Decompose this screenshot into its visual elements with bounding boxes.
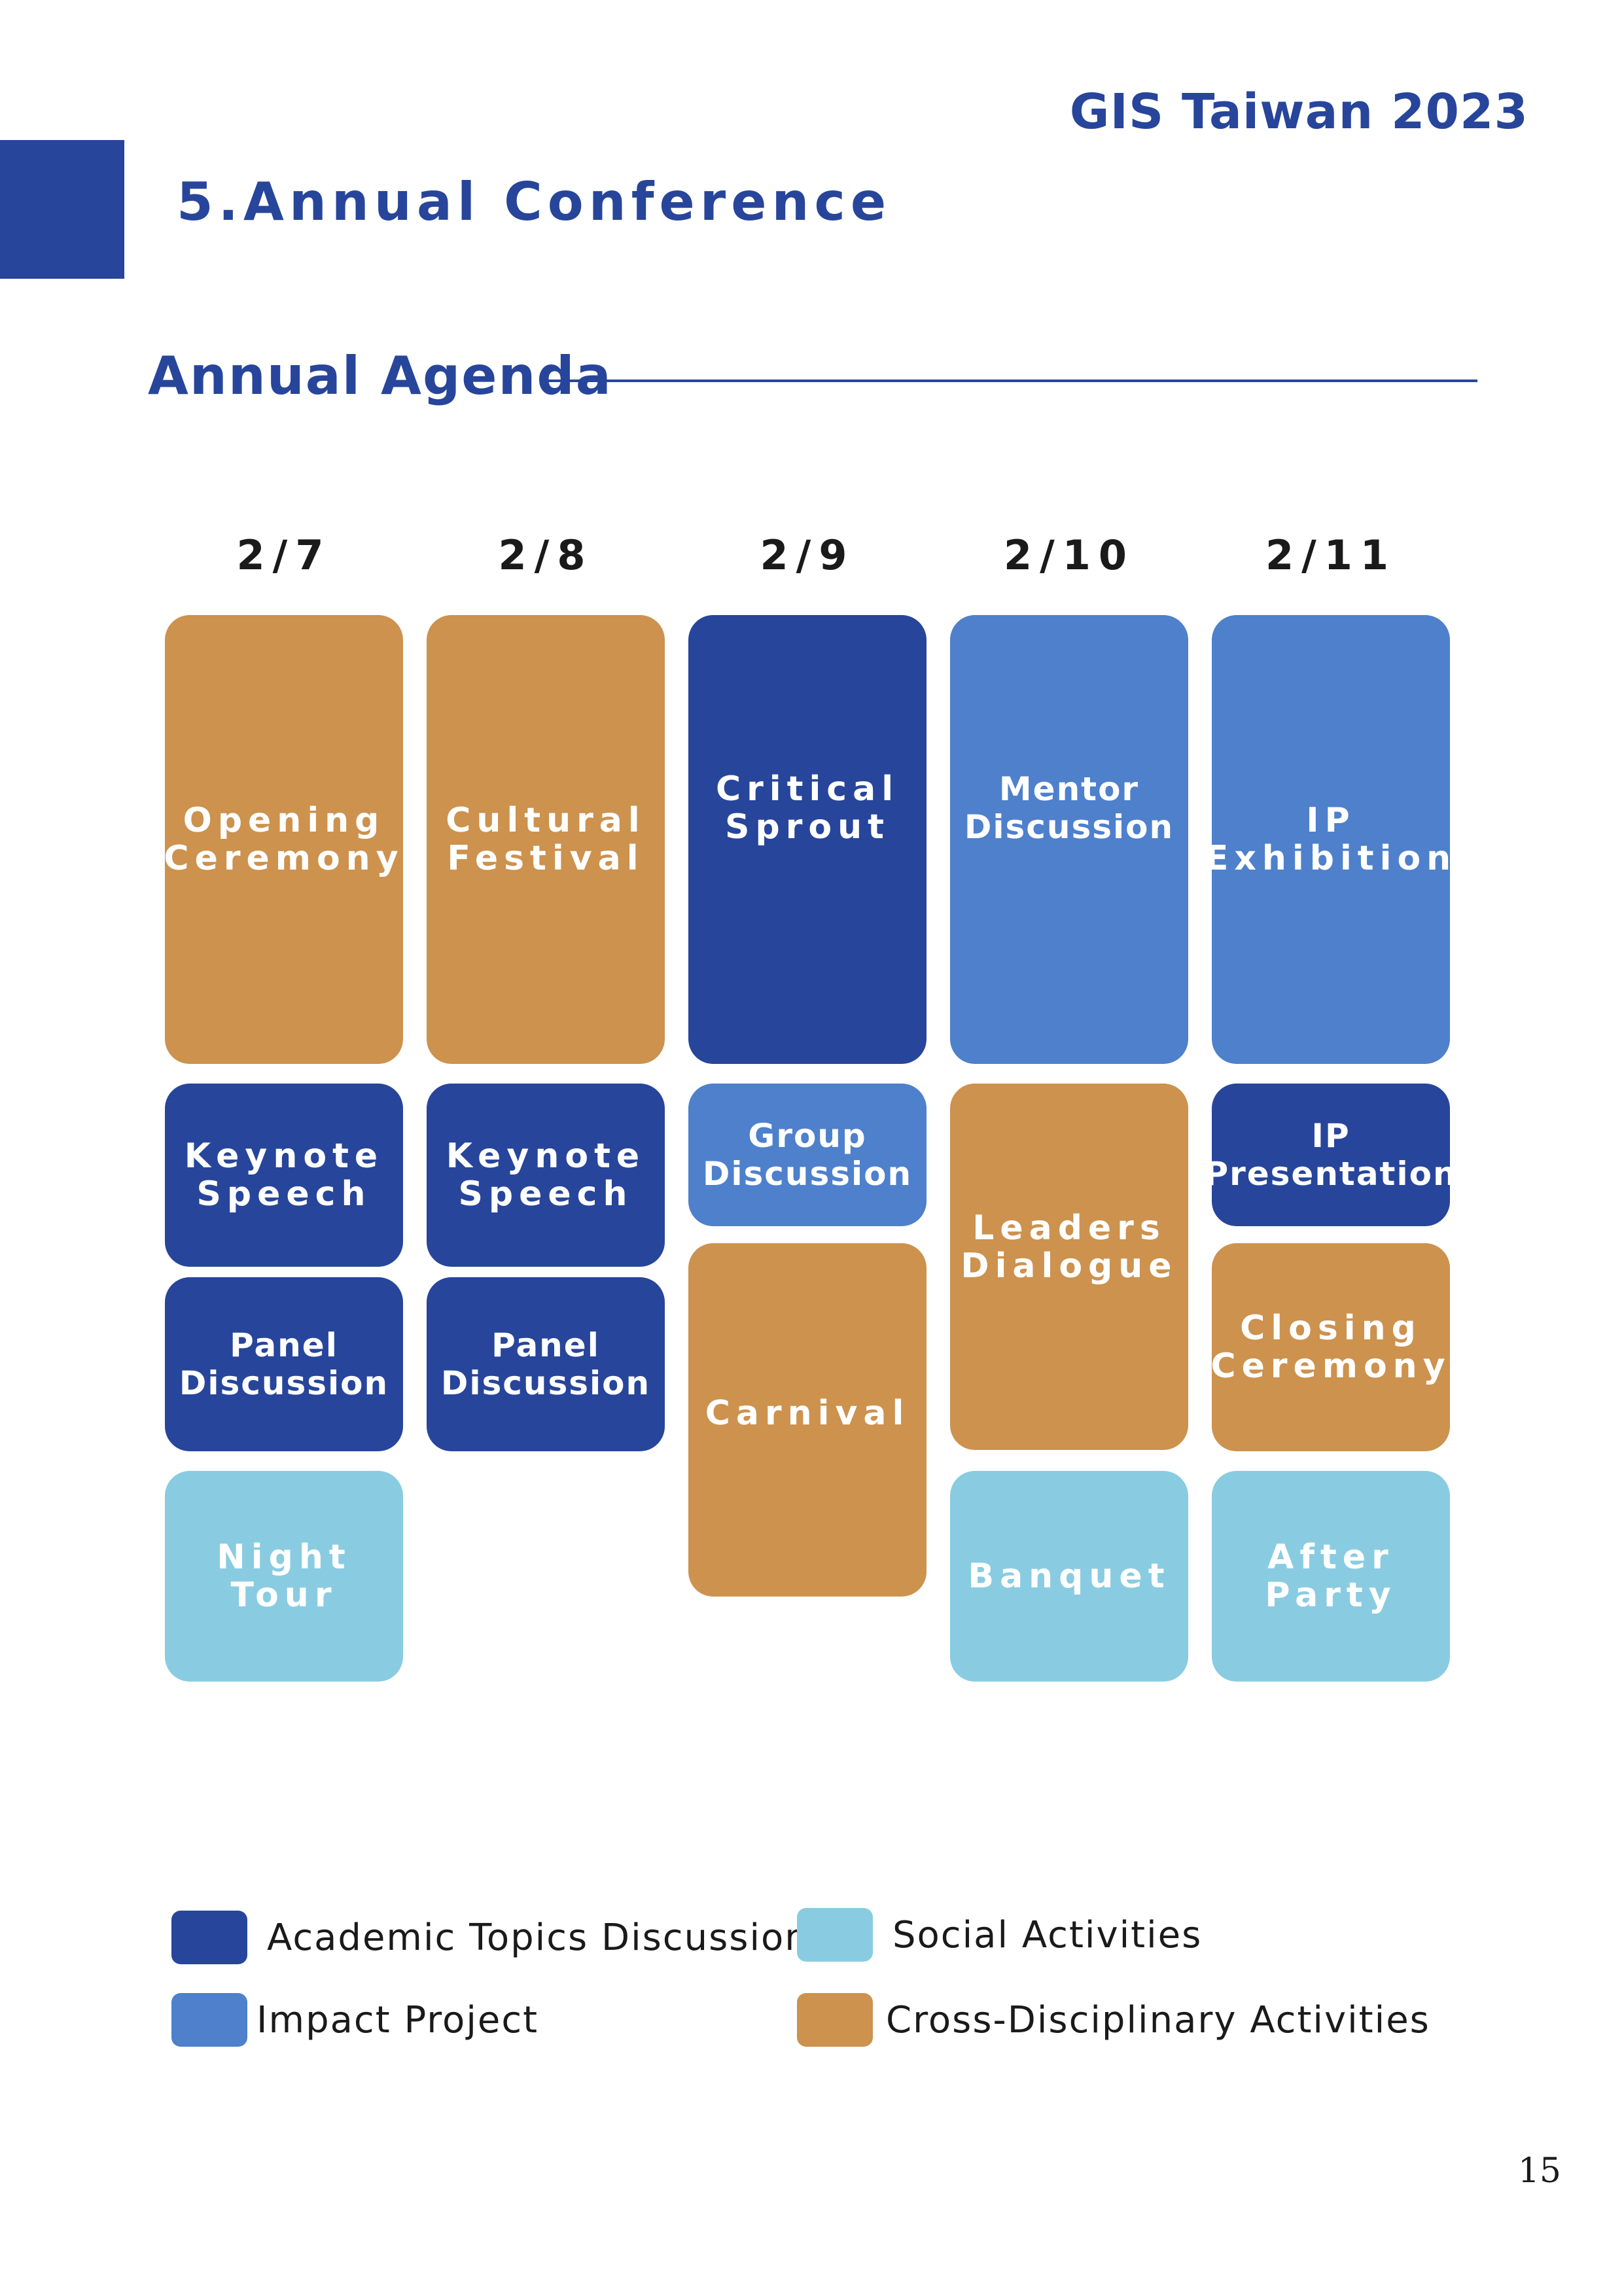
date-header: 2/7 [236,531,332,579]
date-header: 2/9 [760,531,855,579]
event-label: Group Discussion [702,1117,913,1193]
legend-label: Cross-Disciplinary Activities [886,1998,1430,2041]
event-critical-sprout: Critical Sprout [688,615,927,1064]
event-label: Panel Discussion [179,1326,389,1402]
subtitle-divider [546,380,1477,382]
event-cultural-festival: Cultural Festival [427,615,665,1064]
legend-label: Impact Project [256,1998,539,2041]
event-ip-presentation: IP Presentation [1204,1084,1456,1226]
agenda-subtitle: Annual Agenda [148,345,612,406]
event-label: Keynote Speech [184,1137,384,1214]
event-closing-ceremony: Closing Ceremony [1210,1243,1451,1451]
page-number: 15 [1517,2151,1561,2191]
brand-title: GIS Taiwan 2023 [1069,84,1528,140]
event-label: IP Exhibition [1205,801,1457,878]
event-leaders-dialogue: Leaders Dialogue [950,1084,1188,1450]
event-carnival: Carnival [688,1243,927,1597]
section-title: 5.Annual Conference [177,171,892,232]
event-label: Panel Discussion [440,1326,651,1402]
event-label: Opening Ceremony [164,801,404,878]
event-opening-ceremony: Opening Ceremony [164,615,404,1064]
event-keynote-speech: Keynote Speech [165,1084,403,1267]
legend-item-impact: Impact Project [171,1993,538,2047]
legend-label: Social Activities [892,1913,1203,1956]
event-banquet: Banquet [950,1471,1188,1682]
event-panel-discussion: Panel Discussion [165,1277,403,1451]
legend-swatch-social [797,1908,873,1962]
event-group-discussion: Group Discussion [688,1084,927,1226]
date-header: 2/11 [1265,531,1397,579]
section-accent-block [0,140,124,279]
legend-label: Academic Topics Discussion [267,1916,809,1959]
event-label: Leaders Dialogue [961,1209,1178,1286]
event-panel-discussion: Panel Discussion [427,1277,665,1451]
date-header: 2/10 [1003,531,1135,579]
event-night-tour: Night Tour [165,1471,403,1682]
event-keynote-speech: Keynote Speech [427,1084,665,1267]
legend-item-social: Social Activities [797,1908,1202,1962]
event-label: Keynote Speech [446,1137,646,1214]
event-after-party: After Party [1212,1471,1450,1682]
event-label: Night Tour [217,1538,351,1615]
event-label: Cultural Festival [446,801,646,878]
legend-swatch-academic [171,1911,247,1964]
legend-swatch-impact [171,1993,247,2047]
event-label: Critical Sprout [715,769,900,847]
date-header: 2/8 [498,531,593,579]
event-mentor-discussion: Mentor Discussion [950,615,1188,1064]
event-label: Carnival [705,1394,910,1433]
event-label: IP Presentation [1204,1117,1458,1193]
event-label: Banquet [968,1557,1171,1596]
legend-swatch-cross [797,1993,873,2047]
event-label: Mentor Discussion [964,770,1174,846]
legend-item-cross: Cross-Disciplinary Activities [797,1993,1430,2047]
event-label: After Party [1265,1538,1397,1615]
event-ip-exhibition: IP Exhibition [1205,615,1451,1064]
event-label: Closing Ceremony [1210,1309,1451,1386]
legend-item-academic: Academic Topics Discussion [171,1911,809,1964]
